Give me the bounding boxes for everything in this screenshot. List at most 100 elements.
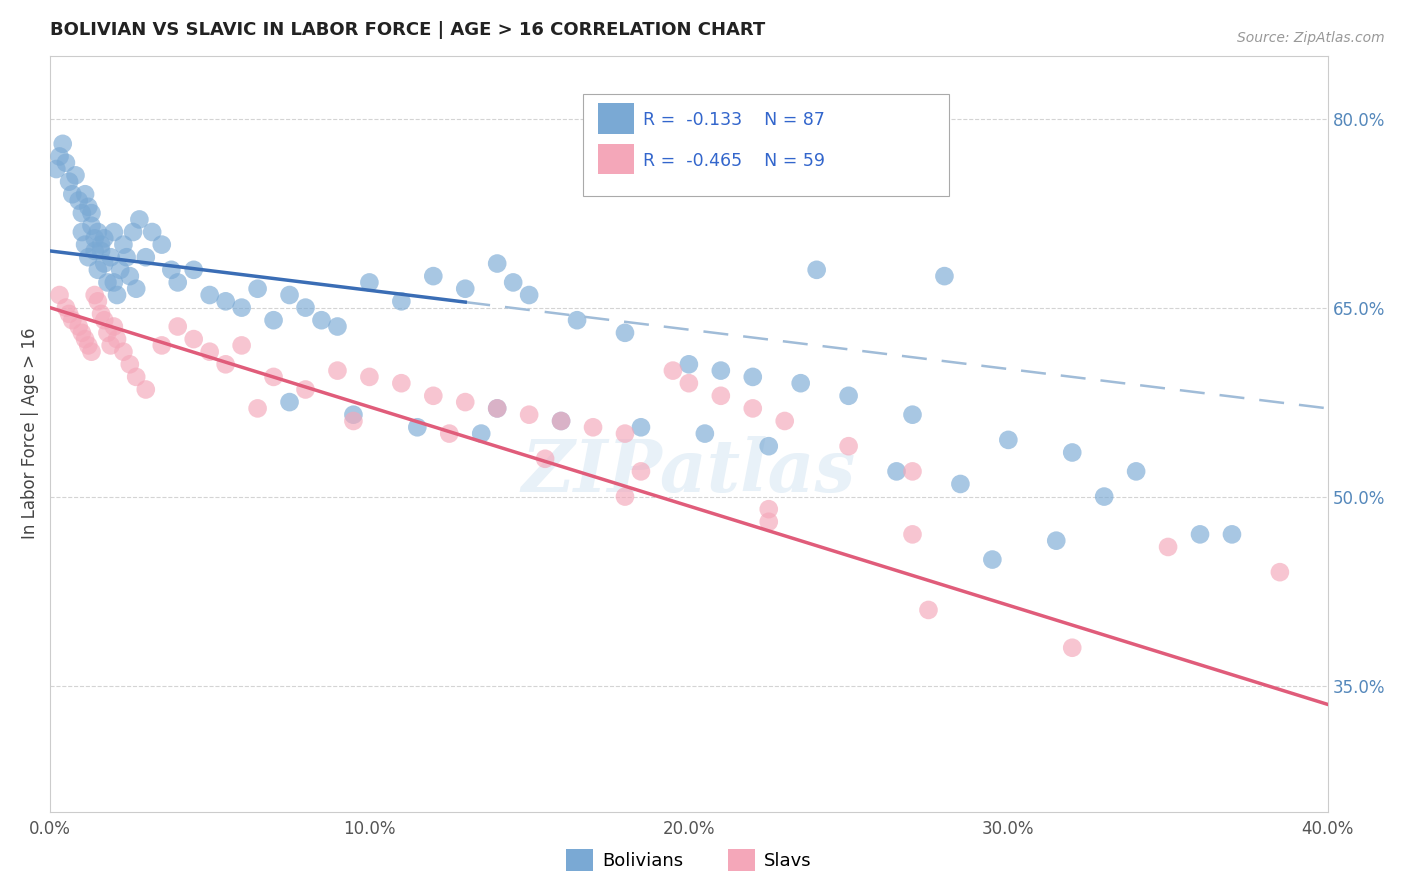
Point bbox=[103, 319, 125, 334]
Point bbox=[83, 231, 105, 245]
Point bbox=[981, 552, 1004, 566]
Point bbox=[741, 401, 763, 416]
Point bbox=[486, 401, 509, 416]
Point bbox=[52, 136, 75, 151]
Point bbox=[614, 426, 637, 441]
Point bbox=[87, 294, 110, 309]
Point bbox=[838, 389, 860, 403]
Point bbox=[214, 294, 236, 309]
Point bbox=[997, 433, 1019, 447]
Point bbox=[565, 313, 588, 327]
Point bbox=[1157, 540, 1180, 554]
Point bbox=[112, 344, 135, 359]
Point bbox=[614, 326, 637, 340]
Point bbox=[231, 301, 253, 315]
Point bbox=[838, 439, 860, 453]
Point bbox=[901, 464, 924, 478]
Point bbox=[1268, 565, 1291, 579]
Point bbox=[246, 282, 269, 296]
Point bbox=[582, 420, 605, 434]
Point bbox=[87, 225, 110, 239]
Point bbox=[150, 338, 173, 352]
Point bbox=[67, 194, 90, 208]
Point bbox=[90, 244, 112, 258]
Point bbox=[758, 515, 780, 529]
Point bbox=[122, 225, 145, 239]
Point bbox=[550, 414, 572, 428]
Point bbox=[105, 288, 128, 302]
Point bbox=[105, 332, 128, 346]
Point bbox=[135, 250, 157, 264]
Point bbox=[87, 262, 110, 277]
Point bbox=[60, 313, 83, 327]
Point bbox=[454, 282, 477, 296]
Point bbox=[342, 414, 364, 428]
Point bbox=[1220, 527, 1243, 541]
Point bbox=[141, 225, 163, 239]
Point bbox=[125, 282, 148, 296]
Point bbox=[1188, 527, 1211, 541]
Text: R =  -0.465    N = 59: R = -0.465 N = 59 bbox=[643, 152, 824, 169]
Point bbox=[693, 426, 716, 441]
Point bbox=[901, 527, 924, 541]
Point bbox=[93, 231, 115, 245]
Point bbox=[949, 477, 972, 491]
Point bbox=[67, 319, 90, 334]
Point bbox=[58, 175, 80, 189]
Point bbox=[886, 464, 908, 478]
Point bbox=[90, 307, 112, 321]
Point bbox=[710, 363, 733, 377]
Point bbox=[934, 269, 956, 284]
Point bbox=[773, 414, 796, 428]
Point bbox=[439, 426, 461, 441]
Point bbox=[70, 326, 93, 340]
Point bbox=[710, 389, 733, 403]
Point bbox=[198, 344, 221, 359]
Point bbox=[789, 376, 811, 391]
Point bbox=[183, 262, 205, 277]
Point bbox=[486, 256, 509, 270]
Point bbox=[901, 408, 924, 422]
Point bbox=[1062, 445, 1084, 459]
Point bbox=[48, 288, 70, 302]
Point bbox=[60, 187, 83, 202]
Point bbox=[110, 262, 132, 277]
Point bbox=[263, 370, 285, 384]
Point bbox=[614, 490, 637, 504]
Point bbox=[70, 225, 93, 239]
Point bbox=[454, 395, 477, 409]
Text: ZIPatlas: ZIPatlas bbox=[522, 436, 856, 507]
Legend: Bolivians, Slavs: Bolivians, Slavs bbox=[558, 841, 820, 878]
Point bbox=[294, 301, 316, 315]
Point bbox=[80, 344, 103, 359]
Point bbox=[75, 237, 97, 252]
Point bbox=[389, 294, 412, 309]
Point bbox=[118, 357, 141, 371]
Point bbox=[93, 256, 115, 270]
Point bbox=[278, 288, 301, 302]
Point bbox=[48, 149, 70, 163]
Point bbox=[100, 338, 122, 352]
Point bbox=[96, 276, 118, 290]
Point bbox=[1092, 490, 1115, 504]
Point bbox=[58, 307, 80, 321]
Point bbox=[166, 319, 188, 334]
Point bbox=[534, 451, 557, 466]
Point bbox=[550, 414, 572, 428]
Point bbox=[231, 338, 253, 352]
Point bbox=[198, 288, 221, 302]
Point bbox=[389, 376, 412, 391]
Text: Source: ZipAtlas.com: Source: ZipAtlas.com bbox=[1237, 31, 1385, 45]
Point bbox=[758, 502, 780, 516]
Point bbox=[80, 219, 103, 233]
Point bbox=[90, 237, 112, 252]
Point bbox=[166, 276, 188, 290]
Point bbox=[65, 169, 87, 183]
Point bbox=[630, 420, 652, 434]
Text: BOLIVIAN VS SLAVIC IN LABOR FORCE | AGE > 16 CORRELATION CHART: BOLIVIAN VS SLAVIC IN LABOR FORCE | AGE … bbox=[51, 21, 765, 39]
Point bbox=[342, 408, 364, 422]
Point bbox=[1125, 464, 1147, 478]
Point bbox=[630, 464, 652, 478]
Y-axis label: In Labor Force | Age > 16: In Labor Force | Age > 16 bbox=[21, 328, 39, 540]
Point bbox=[83, 288, 105, 302]
